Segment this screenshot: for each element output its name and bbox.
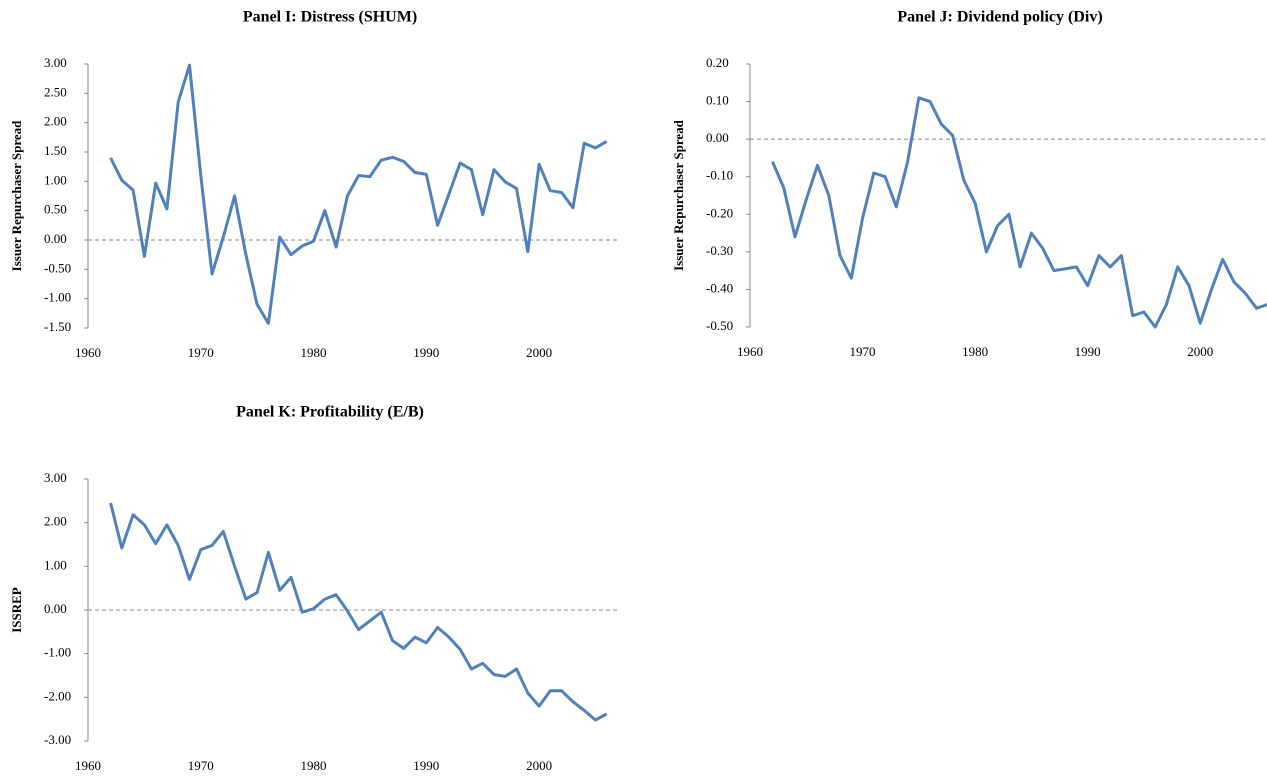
- y-tick-label: 3.00: [44, 470, 67, 485]
- y-tick-label: -0.40: [706, 280, 733, 295]
- x-tick-label: 2000: [526, 758, 552, 773]
- y-tick-label: -1.00: [44, 290, 71, 305]
- y-tick-label: 2.00: [44, 514, 67, 529]
- chart-title: Panel J: Dividend policy (Div): [897, 9, 1102, 26]
- y-tick-label: 0.00: [44, 231, 67, 246]
- y-tick-label: -0.30: [706, 243, 733, 258]
- x-tick-label: 1970: [188, 345, 214, 360]
- data-line: [109, 63, 608, 325]
- y-tick-label: 0.00: [44, 601, 67, 616]
- y-tick-label: 3.00: [44, 55, 67, 70]
- x-tick-label: 1980: [301, 758, 327, 773]
- y-tick-label: -0.50: [44, 260, 71, 275]
- x-tick-label: 1960: [75, 345, 101, 360]
- y-tick-label: -2.00: [44, 688, 71, 703]
- y-tick-label: -0.50: [706, 318, 733, 333]
- y-axis-label: Issuer Repurchaser Spread: [9, 120, 24, 271]
- data-line: [771, 96, 1267, 329]
- y-tick-label: 2.50: [44, 84, 67, 99]
- y-tick-label: 2.00: [44, 114, 67, 129]
- x-tick-label: 1970: [188, 758, 214, 773]
- data-line: [109, 502, 608, 722]
- y-tick-label: 0.50: [44, 202, 67, 217]
- y-tick-label: 0.00: [706, 130, 729, 145]
- x-tick-label: 1990: [1075, 344, 1101, 359]
- y-tick-label: -3.00: [44, 732, 71, 747]
- y-tick-label: 1.50: [44, 143, 67, 158]
- x-tick-label: 1980: [962, 344, 988, 359]
- x-tick-label: 1990: [413, 758, 439, 773]
- y-tick-label: -0.20: [706, 205, 733, 220]
- x-tick-label: 1960: [75, 758, 101, 773]
- x-tick-label: 1960: [737, 344, 763, 359]
- y-tick-label: -1.00: [44, 645, 71, 660]
- x-tick-label: 1990: [413, 345, 439, 360]
- x-tick-label: 2000: [526, 345, 552, 360]
- x-tick-label: 1980: [301, 345, 327, 360]
- y-tick-label: 0.20: [706, 55, 729, 70]
- y-axis-label: Issuer Repurchaser Spread: [671, 119, 686, 270]
- x-tick-label: 1970: [850, 344, 876, 359]
- y-tick-label: -0.10: [706, 168, 733, 183]
- x-tick-label: 2000: [1187, 344, 1213, 359]
- y-tick-label: -1.50: [44, 319, 71, 334]
- y-axis-label: ISSREP: [9, 587, 24, 633]
- y-tick-label: 0.10: [706, 93, 729, 108]
- chart-title: Panel I: Distress (SHUM): [243, 9, 417, 26]
- y-tick-label: 1.00: [44, 172, 67, 187]
- chart-title: Panel K: Profitability (E/B): [236, 404, 424, 421]
- y-tick-label: 1.00: [44, 557, 67, 572]
